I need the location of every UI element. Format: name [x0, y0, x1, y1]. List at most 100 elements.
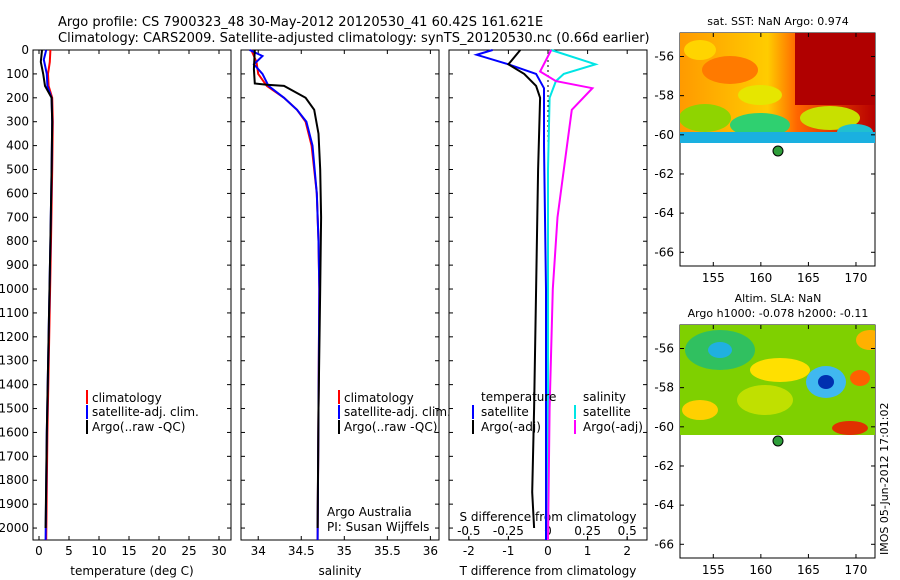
map-y-tick-label: -66 [654, 537, 674, 551]
sla-patch [832, 421, 868, 435]
map-y-tick-label: -58 [654, 381, 674, 395]
y-tick-label: 1600 [0, 425, 29, 439]
sst-patch [738, 85, 782, 105]
x-tick-label: -1 [502, 544, 514, 558]
s-tick-label: -0.25 [493, 524, 524, 538]
sla-map [679, 324, 876, 559]
y-tick-label: 700 [6, 210, 29, 224]
x-tick-label: 0 [544, 544, 552, 558]
series-line-argo-raw-qc- [252, 49, 323, 529]
x-tick-label: -2 [463, 544, 475, 558]
x-axis-label: salinity [318, 564, 361, 578]
sst-warm-patch [795, 33, 875, 105]
legend-satellite: satellite-adj. clim. [92, 405, 199, 419]
sst-patch [800, 106, 860, 130]
map-x-tick-label: 170 [845, 271, 868, 285]
y-tick-label: 500 [6, 163, 29, 177]
x-tick-label: 36 [423, 544, 438, 558]
series-line-argo-raw-qc- [39, 49, 54, 529]
legend-salinity-title: salinity [583, 390, 626, 404]
map-y-tick-label: -56 [654, 49, 674, 63]
map-x-tick-label: 155 [702, 563, 725, 577]
salinity-legend: climatology satellite-adj. clim. Argo(..… [338, 390, 451, 434]
series-line-satellite-adj-clim- [249, 49, 321, 541]
sla-argo-marker [772, 435, 784, 447]
sst-patch [730, 113, 790, 137]
map-y-tick-label: -64 [654, 498, 674, 512]
sla-patch [750, 358, 810, 382]
x-tick-label: 35.5 [374, 544, 401, 558]
sst-patch [684, 40, 716, 60]
sla-map-title: Altim. SLA: NaN [735, 292, 822, 305]
map-y-tick-label: -60 [654, 128, 674, 142]
map-y-tick-label: -60 [654, 420, 674, 434]
salinity-panel: 34 34.5 35 35.5 36 salinity [240, 49, 440, 578]
s-tick-label: 0.5 [618, 524, 637, 538]
map-x-tick-label: 170 [845, 563, 868, 577]
x-tick-label: 20 [151, 544, 166, 558]
map-x-tick-label: 160 [749, 271, 772, 285]
legend-t-satellite: satellite [481, 405, 529, 419]
sst-map [679, 32, 876, 267]
series-line-t-satellite [473, 49, 547, 540]
map-x-tick-label: 165 [797, 271, 820, 285]
sla-patch [682, 400, 718, 420]
plot-frame [240, 49, 440, 541]
x-tick-label: 1 [584, 544, 592, 558]
y-tick-label: 2000 [0, 521, 29, 535]
difference-legend: temperature satellite Argo(-adj) salinit… [472, 390, 643, 434]
s-tick-label: -0.5 [457, 524, 480, 538]
difference-panel: -2 -1 0 1 2 T difference from climatology -0.5… [448, 49, 648, 578]
legend-argo: Argo(..raw -QC) [92, 420, 185, 434]
x-tick-label: 25 [181, 544, 196, 558]
x-tick-label: 35 [337, 544, 352, 558]
y-tick-label: 1000 [0, 282, 29, 296]
sla-patch [708, 342, 732, 358]
map-y-tick-label: -62 [654, 167, 674, 181]
sla-map-subtitle: Argo h1000: -0.078 h2000: -0.11 [688, 307, 869, 320]
sla-patch [737, 385, 793, 415]
map-x-tick-label: 165 [797, 563, 820, 577]
y-tick-label: 1800 [0, 473, 29, 487]
legend-satellite: satellite-adj. clim. [344, 405, 451, 419]
y-tick-label: 0 [21, 43, 29, 57]
y-tick-label: 1300 [0, 354, 29, 368]
map-y-tick-label: -58 [654, 89, 674, 103]
x-tick-label: 30 [211, 544, 226, 558]
y-tick-label: 600 [6, 186, 29, 200]
series-line-s-argo-adj- [538, 49, 595, 541]
y-tick-label: 1400 [0, 378, 29, 392]
map-x-tick-label: 160 [749, 563, 772, 577]
x-axis-label: temperature (deg C) [70, 564, 193, 578]
sst-patch [680, 104, 731, 132]
temperature-panel: 0100200300400500600700800900100011001200… [0, 43, 232, 578]
y-tick-label: 200 [6, 91, 29, 105]
x-axis-label: T difference from climatology [459, 564, 637, 578]
sst-patch [702, 56, 758, 84]
legend-s-satellite: satellite [583, 405, 631, 419]
x-tick-label: 10 [91, 544, 106, 558]
y-tick-label: 300 [6, 115, 29, 129]
sst-map-title: sat. SST: NaN Argo: 0.974 [707, 15, 848, 28]
series-line-t-argo-adj- [506, 49, 542, 529]
sla-patch [856, 330, 875, 350]
x-tick-label: 34.5 [288, 544, 315, 558]
sst-cold-band [680, 132, 875, 143]
map-y-tick-label: -62 [654, 459, 674, 473]
x-tick-label: 0 [35, 544, 43, 558]
y-tick-label: 900 [6, 258, 29, 272]
s-tick-label: 0.25 [574, 524, 601, 538]
legend-s-argo: Argo(-adj) [583, 420, 643, 434]
map-x-tick-label: 155 [702, 271, 725, 285]
temperature-legend: climatology satellite-adj. clim. Argo(..… [86, 390, 199, 434]
legend-climatology: climatology [344, 391, 414, 405]
y-tick-label: 100 [6, 67, 29, 81]
plot-frame [32, 49, 232, 541]
y-tick-label: 1200 [0, 330, 29, 344]
legend-temperature-title: temperature [481, 390, 556, 404]
y-tick-label: 800 [6, 234, 29, 248]
map-axes: 155 160 165 170 -56 -58 -60 -62 -64 -66 155 160 165 1… [654, 33, 875, 577]
x-tick-label: 5 [65, 544, 73, 558]
sla-patch [818, 375, 834, 389]
